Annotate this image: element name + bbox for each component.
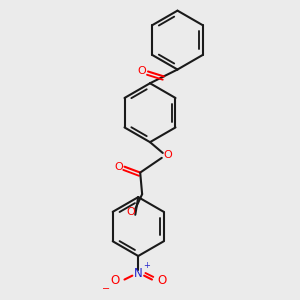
Text: O: O xyxy=(163,150,172,160)
Text: +: + xyxy=(143,261,150,270)
Text: −: − xyxy=(102,284,110,294)
Text: O: O xyxy=(126,207,135,217)
Text: O: O xyxy=(157,274,167,287)
Text: O: O xyxy=(114,162,123,172)
Text: O: O xyxy=(110,274,119,287)
Text: N: N xyxy=(134,267,142,280)
Text: O: O xyxy=(138,67,146,76)
